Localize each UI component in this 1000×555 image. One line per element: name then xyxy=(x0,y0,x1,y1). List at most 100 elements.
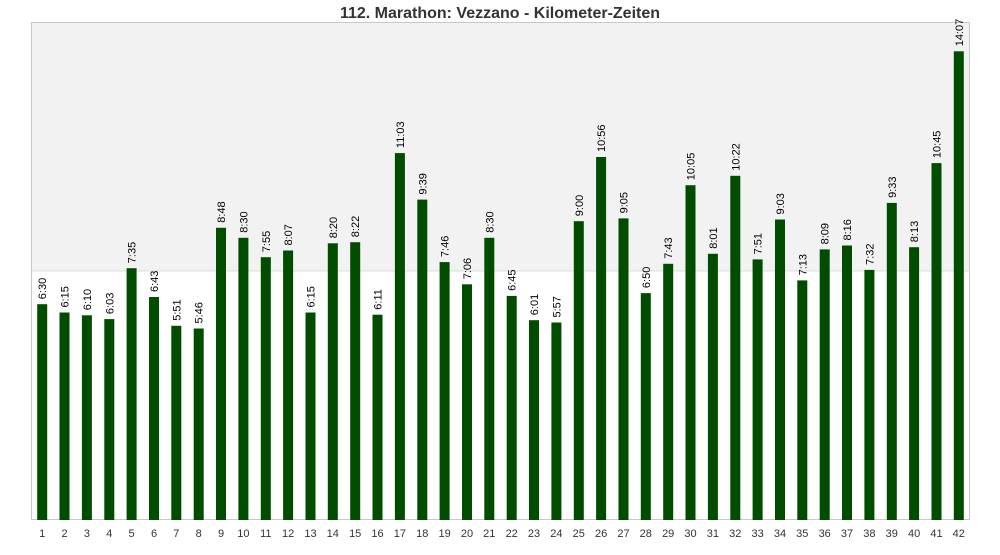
x-tick-label: 7 xyxy=(173,528,179,540)
data-label-km-25: 9:00 xyxy=(574,195,586,216)
data-label-km-33: 7:51 xyxy=(753,233,765,254)
x-tick-label: 24 xyxy=(550,528,562,540)
data-label-km-35: 7:13 xyxy=(797,254,809,275)
bar-km-10 xyxy=(238,237,249,521)
bar-km-25 xyxy=(573,221,584,520)
bar-km-16 xyxy=(372,314,383,520)
x-tick-label: 8 xyxy=(196,528,202,540)
bar-km-11 xyxy=(260,257,271,520)
data-label-km-13: 6:15 xyxy=(306,286,318,307)
x-tick-label: 27 xyxy=(617,528,629,540)
x-tick-label: 22 xyxy=(506,528,518,540)
data-label-km-27: 9:05 xyxy=(619,192,631,213)
data-label-km-8: 5:46 xyxy=(194,302,206,323)
bar-km-8 xyxy=(193,328,204,520)
data-label-km-36: 8:09 xyxy=(820,223,832,244)
data-label-km-17: 11:03 xyxy=(395,121,407,148)
data-label-km-12: 8:07 xyxy=(283,224,295,245)
data-label-km-42: 14:07 xyxy=(954,19,966,47)
bar-km-41 xyxy=(931,163,942,520)
data-label-km-3: 6:10 xyxy=(82,289,94,310)
bar-km-7 xyxy=(171,325,182,520)
x-tick-label: 15 xyxy=(349,528,361,540)
bar-km-4 xyxy=(104,319,115,520)
plot-upper-band xyxy=(31,22,970,271)
x-tick-label: 21 xyxy=(483,528,495,540)
bar-km-31 xyxy=(707,253,718,521)
bar-km-23 xyxy=(529,320,539,520)
data-label-km-28: 6:50 xyxy=(641,267,653,288)
x-tick-label: 14 xyxy=(327,528,339,540)
bar-km-21 xyxy=(484,237,495,521)
bar-km-39 xyxy=(886,202,897,520)
bar-km-29 xyxy=(663,263,674,520)
data-label-km-34: 9:03 xyxy=(775,193,787,214)
data-label-km-23: 6:01 xyxy=(529,294,541,315)
x-tick-label: 9 xyxy=(218,528,224,540)
bar-km-17 xyxy=(394,153,405,520)
x-tick-label: 37 xyxy=(841,528,853,540)
x-tick-label: 23 xyxy=(528,528,540,540)
bar-km-20 xyxy=(462,284,472,520)
data-label-km-24: 5:57 xyxy=(551,296,563,317)
bar-km-24 xyxy=(551,322,562,520)
data-label-km-22: 6:45 xyxy=(507,269,519,290)
chart-title: 112. Marathon: Vezzano - Kilometer-Zeite… xyxy=(340,5,660,22)
data-label-km-21: 8:30 xyxy=(484,211,496,232)
data-label-km-41: 10:45 xyxy=(932,131,944,159)
x-tick-label: 13 xyxy=(304,528,316,540)
x-tick-label: 30 xyxy=(684,528,696,540)
bar-km-40 xyxy=(909,247,920,520)
data-label-km-11: 7:55 xyxy=(261,231,273,252)
bar-km-22 xyxy=(506,295,517,520)
x-tick-label: 20 xyxy=(461,528,473,540)
x-tick-label: 38 xyxy=(863,528,875,540)
bar-km-37 xyxy=(842,245,852,520)
bar-km-6 xyxy=(149,297,159,520)
x-tick-label: 12 xyxy=(282,528,294,540)
data-label-km-19: 7:46 xyxy=(440,236,452,257)
bar-km-32 xyxy=(730,175,741,521)
bar-km-12 xyxy=(283,250,294,520)
data-label-km-5: 7:35 xyxy=(127,242,139,263)
x-tick-label: 35 xyxy=(796,528,808,540)
bar-km-5 xyxy=(126,268,137,520)
data-label-km-7: 5:51 xyxy=(171,299,183,320)
bar-km-28 xyxy=(640,293,651,520)
bar-km-2 xyxy=(59,312,70,520)
bar-km-1 xyxy=(37,304,48,520)
data-label-km-20: 7:06 xyxy=(462,258,474,279)
bar-km-9 xyxy=(216,227,226,521)
x-tick-label: 42 xyxy=(953,528,965,540)
bar-km-13 xyxy=(305,312,316,520)
data-label-km-37: 8:16 xyxy=(842,219,854,240)
data-label-km-29: 7:43 xyxy=(663,237,675,258)
data-label-km-26: 10:56 xyxy=(596,124,608,152)
data-label-km-10: 8:30 xyxy=(238,211,250,232)
data-label-km-2: 6:15 xyxy=(60,286,72,307)
data-label-km-16: 6:11 xyxy=(373,289,385,310)
bar-km-18 xyxy=(417,199,428,520)
x-tick-label: 32 xyxy=(729,528,741,540)
data-label-km-38: 7:32 xyxy=(864,243,876,264)
data-label-km-1: 6:30 xyxy=(37,278,49,299)
bar-km-15 xyxy=(350,242,361,520)
bar-km-3 xyxy=(81,315,92,520)
plot-border xyxy=(31,22,970,520)
bar-km-34 xyxy=(775,219,785,520)
bar-km-33 xyxy=(752,259,763,520)
data-label-km-31: 8:01 xyxy=(708,227,720,248)
x-tick-label: 16 xyxy=(371,528,383,540)
data-label-km-18: 9:39 xyxy=(417,173,429,194)
bar-km-14 xyxy=(327,243,338,521)
data-label-km-9: 8:48 xyxy=(216,201,228,222)
x-tick-label: 5 xyxy=(129,528,135,540)
x-tick-label: 36 xyxy=(819,528,831,540)
x-tick-label: 41 xyxy=(930,528,942,540)
x-tick-label: 31 xyxy=(707,528,719,540)
x-tick-label: 26 xyxy=(595,528,607,540)
x-tick-label: 39 xyxy=(886,528,898,540)
x-tick-label: 17 xyxy=(394,528,406,540)
